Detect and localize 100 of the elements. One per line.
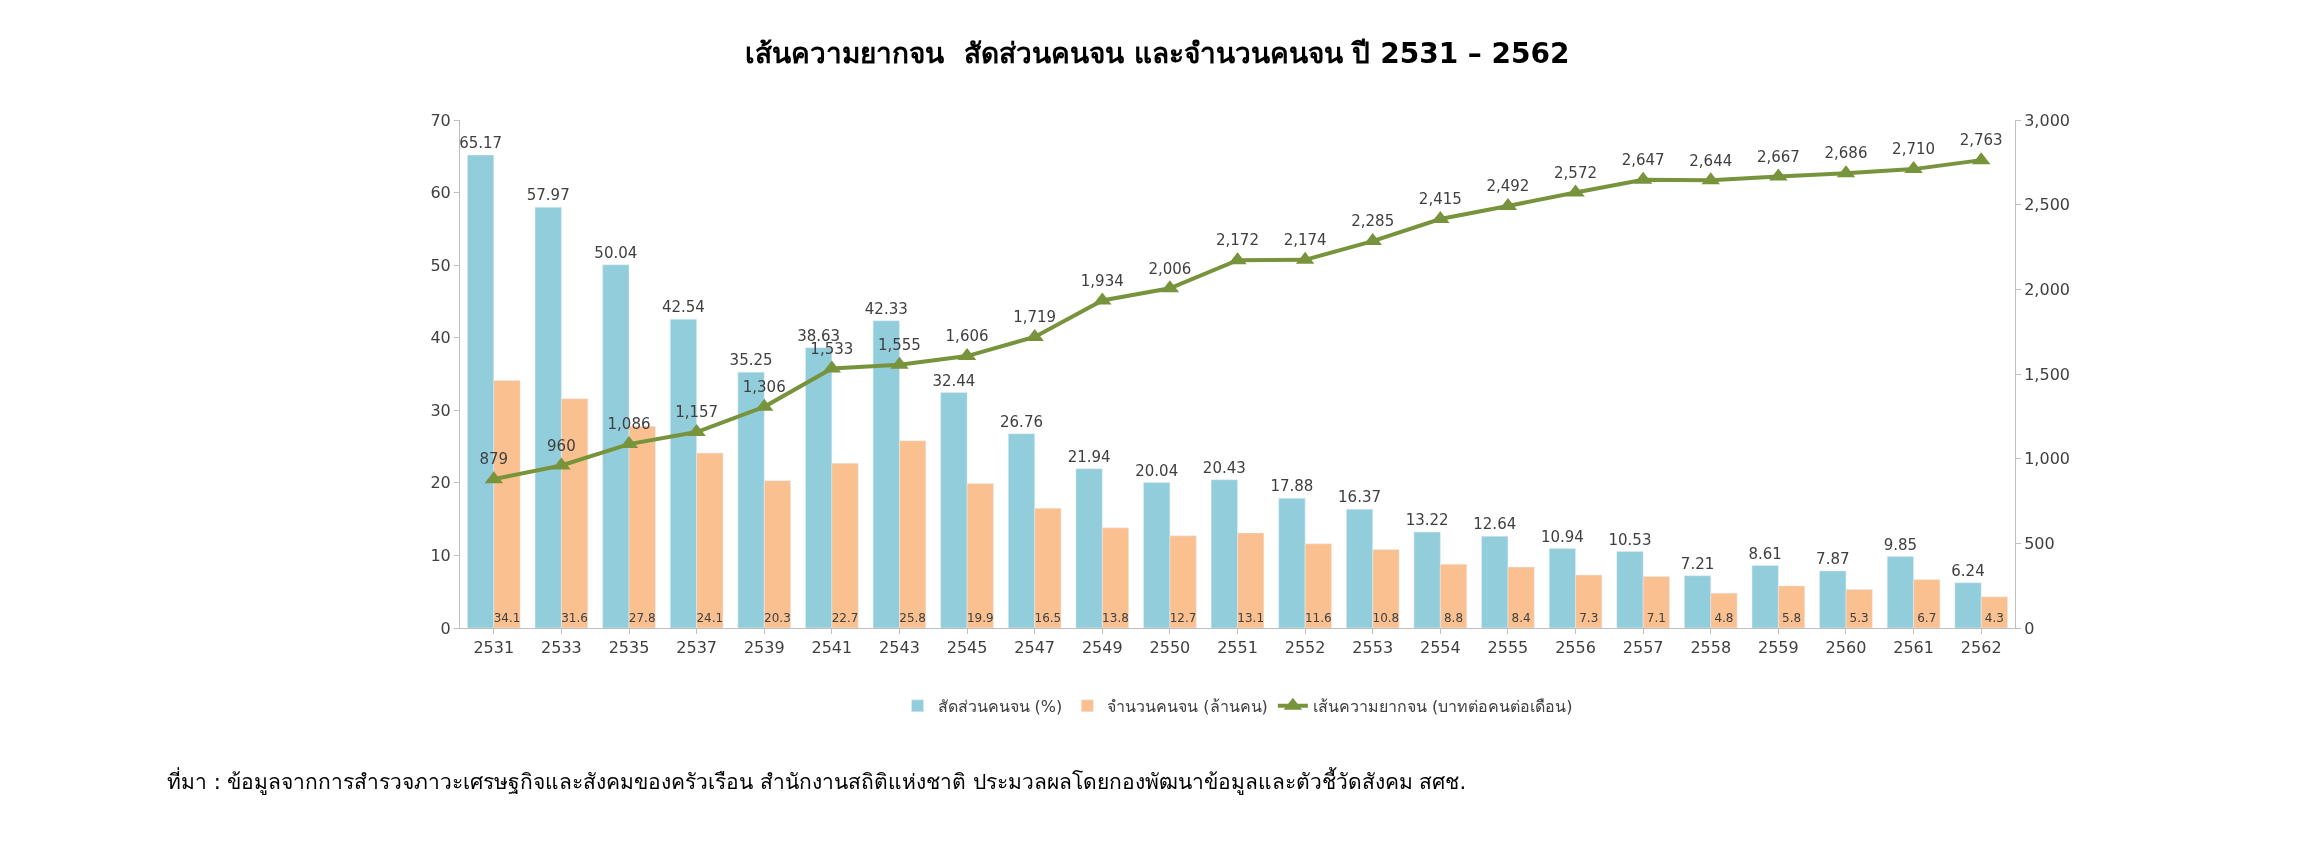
data-label: 8.4	[1511, 611, 1531, 625]
y-tick-label: 70	[430, 110, 451, 130]
data-label: 42.33	[864, 299, 908, 318]
y2-tick-label: 3,000	[2024, 110, 2071, 130]
y2-tick-label: 1,000	[2024, 449, 2071, 469]
data-label: 8.61	[1748, 544, 1782, 563]
legend-label: สัดส่วนคนจน (%)	[937, 697, 1063, 717]
data-label: 2,006	[1148, 259, 1192, 278]
x-tick-label: 2537	[676, 638, 717, 658]
data-label: 1,719	[1013, 308, 1057, 327]
data-label: 2,174	[1283, 231, 1327, 250]
data-label: 32.44	[932, 371, 976, 390]
data-label: 2,492	[1486, 177, 1530, 196]
data-label: 2,647	[1621, 151, 1665, 170]
y-tick-label: 0	[440, 618, 451, 638]
x-tick-label: 2554	[1419, 638, 1461, 658]
data-label: 57.97	[526, 186, 570, 205]
y2-tick-label: 2,000	[2024, 279, 2071, 299]
data-label: 13.8	[1102, 611, 1129, 625]
x-tick-label: 2535	[608, 638, 650, 658]
data-label: 25.8	[899, 611, 926, 625]
data-label: 9.85	[1883, 535, 1918, 554]
data-label: 12.7	[1169, 611, 1197, 625]
x-tick-label: 2550	[1149, 638, 1191, 658]
data-label: 11.6	[1304, 611, 1332, 625]
legend-label: เส้นความยากจน (บาทต่อคนต่อเดือน)	[1312, 697, 1573, 717]
data-label: 35.25	[729, 351, 773, 370]
data-label: 27.8	[628, 611, 656, 625]
data-label: 2,572	[1554, 163, 1598, 182]
data-label: 2,686	[1824, 144, 1868, 163]
x-tick-label: 2549	[1081, 638, 1123, 658]
data-label: 1,934	[1080, 271, 1124, 290]
data-label: 21.94	[1067, 447, 1111, 466]
data-label: 2,667	[1756, 147, 1800, 166]
data-label: 12.64	[1473, 515, 1517, 534]
y2-tick-label: 1,500	[2024, 364, 2071, 384]
data-label: 24.1	[696, 611, 724, 625]
y-tick-label: 30	[430, 400, 451, 420]
x-tick-label: 2539	[743, 638, 785, 658]
data-label: 20.3	[764, 611, 791, 625]
data-label: 1,555	[877, 335, 921, 354]
data-label: 10.8	[1372, 611, 1400, 625]
data-label: 1,306	[742, 378, 786, 397]
data-label: 20.04	[1135, 461, 1179, 480]
legend-label: จำนวนคนจน (ล้านคน)	[1107, 697, 1268, 717]
data-label: 960	[547, 436, 576, 455]
x-tick-label: 2557	[1622, 638, 1664, 658]
x-tick-label: 2553	[1352, 638, 1394, 658]
x-tick-label: 2560	[1825, 638, 1867, 658]
data-label: 34.1	[493, 611, 521, 625]
data-label: 2,415	[1418, 190, 1462, 209]
x-tick-label: 2556	[1555, 638, 1596, 658]
data-label: 1,086	[607, 415, 651, 434]
data-label: 7.1	[1646, 611, 1666, 625]
data-label: 65.17	[459, 134, 503, 153]
x-tick-label: 2559	[1758, 638, 1799, 658]
x-tick-label: 2531	[473, 638, 515, 658]
data-label: 13.22	[1405, 511, 1449, 530]
data-label: 7.87	[1816, 549, 1850, 568]
data-label: 16.37	[1338, 488, 1382, 507]
data-label: 2,710	[1892, 140, 1936, 159]
data-label: 31.6	[561, 611, 588, 625]
y-tick-label: 10	[430, 546, 451, 566]
x-tick-label: 2541	[811, 638, 853, 658]
data-label: 13.1	[1237, 611, 1265, 625]
data-label: 20.43	[1202, 458, 1246, 477]
y-tick-label: 50	[430, 255, 451, 275]
y-tick-label: 40	[430, 328, 451, 348]
data-label: 4.3	[1984, 611, 2004, 625]
data-label: 2,763	[1959, 131, 2003, 150]
x-tick-label: 2545	[946, 638, 988, 658]
x-tick-label: 2558	[1690, 638, 1732, 658]
data-label: 42.54	[661, 298, 705, 317]
chart-title: เส้นความยากจน สัดส่วนคนจน และจำนวนคนจน ปี 2531 – 2562	[745, 36, 1570, 70]
data-label: 10.94	[1540, 527, 1584, 546]
data-label: 1,157	[675, 403, 719, 422]
data-label: 5.3	[1849, 611, 1869, 625]
data-label: 879	[479, 450, 509, 469]
data-label: 16.5	[1034, 611, 1062, 625]
y2-tick-label: 2,500	[2024, 195, 2071, 215]
text: ที่มา : ข้อมูลจากการสำรวจภาวะเศรษฐกิจและสังคมของครัวเรือน สำนักงานสถิติแห่งชาติ ประมวลผลโดยกองพัฒนาข้อมูลและตัวชี้วัดสังคม สศช.	[167, 767, 1467, 795]
x-tick-label: 2552	[1284, 638, 1326, 658]
x-tick-label: 2533	[541, 638, 582, 658]
data-label: 17.88	[1270, 477, 1314, 496]
data-label: 6.24	[1951, 561, 1985, 580]
data-label: 7.3	[1579, 611, 1599, 625]
x-tick-label: 2562	[1960, 638, 2002, 658]
data-label: 2,285	[1351, 212, 1395, 231]
y2-tick-label: 0	[2024, 618, 2035, 638]
data-label: 7.21	[1680, 554, 1715, 573]
data-label: 5.8	[1782, 611, 1802, 625]
x-tick-label: 2561	[1893, 638, 1934, 658]
data-label: 22.7	[831, 611, 859, 625]
data-label: 10.53	[1608, 530, 1652, 549]
data-label: 4.8	[1714, 611, 1734, 625]
x-tick-label: 2547	[1014, 638, 1056, 658]
data-label: 8.8	[1443, 611, 1464, 625]
data-label: 6.7	[1917, 611, 1937, 625]
data-label: 19.9	[966, 611, 994, 625]
x-tick-label: 2543	[879, 638, 920, 658]
